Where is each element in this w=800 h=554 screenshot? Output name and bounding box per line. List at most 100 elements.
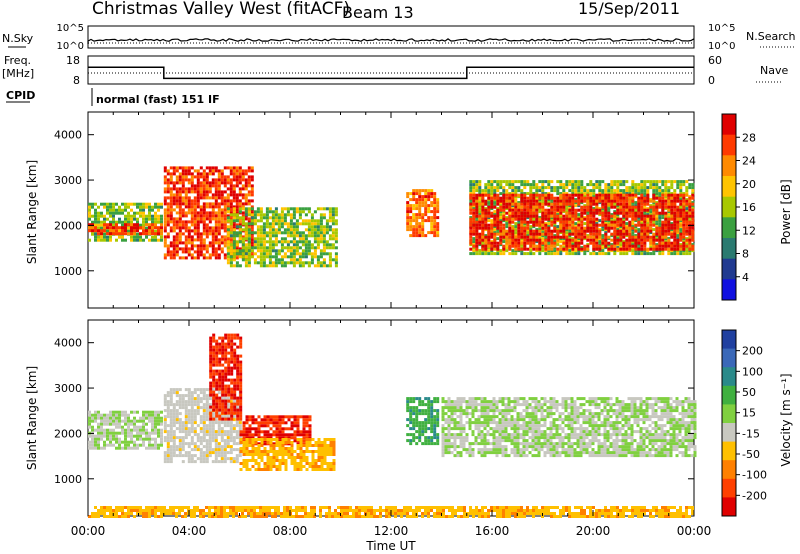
power-cell bbox=[580, 235, 584, 239]
power-cell bbox=[652, 192, 656, 196]
power-cell bbox=[676, 196, 680, 200]
power-cell bbox=[589, 217, 593, 221]
velocity-cell bbox=[199, 391, 203, 395]
power-cell bbox=[523, 208, 527, 212]
power-cell bbox=[244, 243, 248, 247]
power-cell bbox=[628, 232, 632, 236]
power-cell bbox=[97, 205, 100, 209]
power-cell bbox=[592, 223, 596, 227]
power-cell bbox=[601, 223, 605, 227]
power-cell bbox=[682, 214, 686, 218]
power-cell bbox=[103, 232, 106, 236]
power-cell bbox=[121, 232, 124, 236]
power-cell bbox=[268, 258, 272, 262]
power-cell bbox=[643, 207, 647, 211]
power-cell bbox=[238, 247, 242, 251]
power-cell bbox=[628, 244, 632, 248]
power-cell bbox=[328, 225, 332, 229]
power-cell bbox=[229, 184, 233, 188]
velocity-cell bbox=[151, 416, 154, 420]
power-cell bbox=[610, 205, 614, 209]
power-cell bbox=[670, 202, 674, 206]
power-cell bbox=[598, 193, 602, 197]
power-cell bbox=[199, 214, 203, 218]
velocity-cell bbox=[199, 454, 203, 458]
power-cell bbox=[199, 205, 203, 209]
power-cell bbox=[517, 247, 521, 251]
power-cell bbox=[109, 211, 112, 215]
velocity-cell bbox=[214, 421, 218, 425]
power-cell bbox=[517, 241, 521, 245]
power-cell bbox=[514, 211, 518, 215]
velocity-cell bbox=[151, 443, 154, 447]
power-cell bbox=[244, 199, 248, 203]
power-cell bbox=[178, 232, 182, 236]
power-cell bbox=[622, 220, 626, 224]
power-cell bbox=[673, 226, 677, 230]
power-cell bbox=[670, 186, 674, 190]
power-cell bbox=[604, 186, 608, 190]
power-cell bbox=[130, 202, 133, 206]
power-cell bbox=[679, 222, 683, 226]
power-cell bbox=[214, 256, 218, 260]
power-cell bbox=[493, 235, 497, 239]
power-cell bbox=[256, 210, 260, 214]
power-cell bbox=[682, 226, 686, 230]
velocity-cell bbox=[163, 400, 167, 404]
power-cell bbox=[328, 264, 332, 268]
power-cell bbox=[559, 193, 563, 197]
power-cell bbox=[223, 196, 227, 200]
power-cell bbox=[181, 241, 185, 245]
power-cell bbox=[502, 199, 506, 203]
power-cell bbox=[526, 192, 530, 196]
power-cell bbox=[550, 186, 554, 190]
power-cell bbox=[559, 183, 563, 187]
power-cell bbox=[658, 180, 662, 184]
power-cell bbox=[211, 253, 215, 257]
power-cell bbox=[580, 196, 584, 200]
velocity-cell bbox=[136, 419, 139, 423]
power-cell bbox=[334, 237, 338, 241]
power-cell bbox=[574, 249, 578, 253]
power-cell bbox=[625, 192, 629, 196]
power-cell bbox=[481, 193, 485, 197]
power-cell bbox=[106, 202, 109, 206]
power-cell bbox=[280, 210, 284, 214]
power-cell bbox=[631, 244, 635, 248]
power-cell bbox=[550, 193, 554, 197]
power-cell bbox=[238, 175, 242, 179]
power-cell bbox=[592, 183, 596, 187]
power-cell bbox=[475, 193, 479, 197]
velocity-cell bbox=[160, 440, 163, 444]
power-cell bbox=[292, 222, 296, 226]
power-cell bbox=[622, 252, 626, 256]
power-cell bbox=[193, 169, 197, 173]
power-cell bbox=[202, 181, 206, 185]
power-cell bbox=[496, 207, 500, 211]
power-cell bbox=[103, 214, 106, 218]
velocity-cell bbox=[178, 388, 182, 392]
velocity-cell bbox=[103, 434, 106, 438]
power-cell bbox=[679, 202, 683, 206]
power-cell bbox=[643, 229, 647, 233]
power-cell bbox=[133, 223, 136, 227]
velocity-cell bbox=[136, 428, 139, 432]
power-cell bbox=[91, 214, 94, 218]
power-cell bbox=[262, 261, 266, 265]
power-cell bbox=[178, 181, 182, 185]
power-cell bbox=[505, 225, 509, 229]
velocity-cell bbox=[163, 403, 167, 407]
power-cell bbox=[205, 172, 209, 176]
power-cell bbox=[136, 220, 139, 224]
power-cell bbox=[568, 193, 572, 197]
power-cell bbox=[550, 196, 554, 200]
power-cell bbox=[184, 214, 188, 218]
power-cell bbox=[541, 237, 545, 241]
power-cell bbox=[664, 189, 668, 193]
power-cell bbox=[637, 214, 641, 218]
power-cell bbox=[685, 180, 689, 184]
power-cell bbox=[511, 183, 515, 187]
power-cell bbox=[625, 202, 629, 206]
power-cell bbox=[619, 211, 623, 215]
power-cell bbox=[679, 207, 683, 211]
